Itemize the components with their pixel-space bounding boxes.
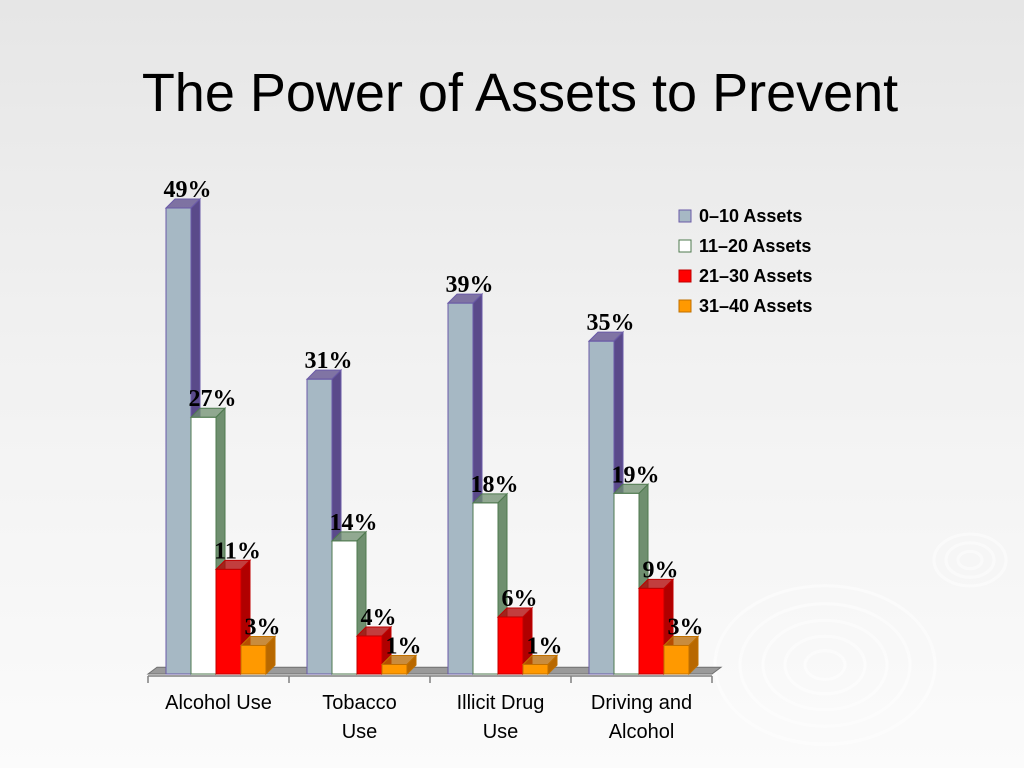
data-label: 9% [643, 557, 679, 583]
bar-top [587, 331, 625, 342]
bar-top [189, 407, 227, 418]
bar-top [380, 654, 418, 665]
x-tick-label: Use [483, 721, 519, 743]
bar-front [381, 663, 408, 675]
bar-top [164, 198, 202, 209]
x-tick-label: Alcohol Use [165, 692, 272, 714]
data-label: 3% [245, 614, 281, 640]
legend-swatch [678, 269, 692, 283]
bar-front [613, 492, 640, 675]
bar-top [612, 483, 650, 494]
bar-front [497, 616, 524, 675]
bar-top [637, 578, 675, 589]
bar-top [446, 293, 484, 304]
ripple-ring [738, 602, 912, 728]
bar [189, 407, 227, 676]
data-label: 3% [668, 614, 704, 640]
ripple-ring [803, 649, 847, 681]
x-tick-label: Use [342, 721, 378, 743]
bar-front [356, 635, 383, 675]
bar-top [662, 635, 700, 646]
ripple-ring [932, 532, 1008, 588]
bar [380, 654, 418, 676]
bar-front [588, 340, 615, 675]
data-label: 27% [189, 386, 237, 412]
bar-top [214, 559, 252, 570]
bar-top [496, 607, 534, 618]
data-label: 14% [330, 510, 378, 536]
x-tick-label: Tobacco [322, 692, 397, 714]
x-tick-label: Illicit Drug [457, 692, 545, 714]
x-tick-label: Alcohol [609, 721, 675, 743]
bar [239, 635, 277, 676]
bar-front [522, 663, 549, 675]
ripple-ring [713, 584, 937, 746]
bar-top [305, 369, 343, 380]
data-label: 1% [527, 633, 563, 659]
bar [496, 606, 534, 676]
data-label: 6% [502, 586, 538, 612]
data-label: 4% [361, 605, 397, 631]
bar [521, 654, 559, 676]
ripple-ring [761, 618, 889, 712]
bar-front [472, 502, 499, 675]
legend-swatch [678, 239, 692, 253]
data-label: 49% [164, 177, 212, 203]
data-label: 35% [587, 310, 635, 336]
slide-title: The Power of Assets to Prevent [141, 63, 899, 123]
x-tick-label: Driving and [591, 692, 692, 714]
bar-top [330, 531, 368, 542]
data-label: 18% [471, 472, 519, 498]
data-label: 11% [214, 538, 261, 564]
bar-top [521, 654, 559, 665]
bar-front [306, 378, 333, 675]
bar-front [240, 644, 267, 675]
legend-entry: 21–30 Assets [699, 266, 812, 286]
bar-front [215, 568, 242, 675]
bar [305, 368, 343, 676]
ripple-decoration [713, 532, 1008, 746]
bar-top [239, 635, 277, 646]
data-label: 19% [612, 462, 660, 488]
legend-entry: 31–40 Assets [699, 296, 812, 316]
bar-front [165, 207, 192, 675]
legend-entry: 11–20 Assets [699, 236, 811, 256]
bar-front [447, 302, 474, 675]
bar-front [190, 416, 217, 675]
legend-swatch [678, 299, 692, 313]
ripple-ring [956, 549, 984, 571]
bar [662, 635, 700, 676]
legend-entry: 0–10 Assets [699, 206, 802, 226]
legend-swatch [678, 209, 692, 223]
bar [612, 483, 650, 676]
data-label: 1% [386, 633, 422, 659]
bar-front [638, 587, 665, 675]
bar-top [355, 626, 393, 637]
ripple-ring [944, 541, 996, 579]
data-label: 31% [305, 348, 353, 374]
ripple-ring [783, 634, 867, 696]
bar-front [663, 644, 690, 675]
bar-top [471, 493, 509, 504]
bar [330, 530, 368, 676]
data-label: 39% [446, 272, 494, 298]
bar-front [331, 540, 358, 675]
